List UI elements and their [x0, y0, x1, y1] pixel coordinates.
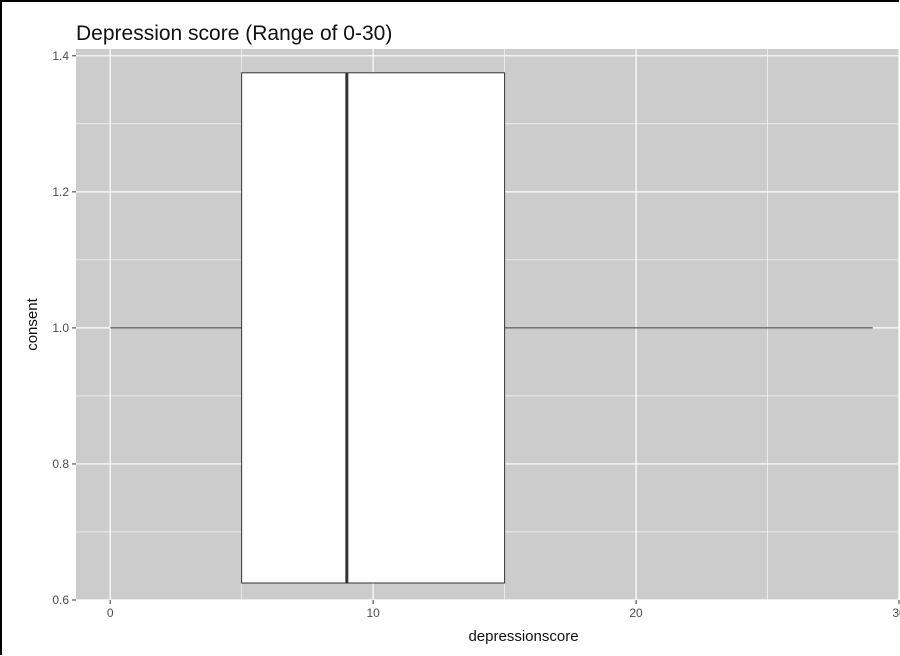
y-tick-label: 1.2 [52, 185, 69, 199]
box-iqr [242, 73, 505, 583]
x-tick-label: 20 [629, 606, 643, 620]
y-tick-label: 0.6 [52, 593, 69, 607]
x-tick-label: 0 [107, 606, 114, 620]
x-tick-label: 10 [366, 606, 380, 620]
x-tick-label: 30 [892, 606, 900, 620]
chart-title: Depression score (Range of 0-30) [76, 22, 392, 45]
x-axis-ticks: 0 10 20 30 [107, 600, 900, 620]
y-tick-label: 0.8 [52, 457, 69, 471]
x-axis-title: depressionscore [468, 628, 578, 645]
y-tick-label: 1.4 [52, 49, 69, 63]
y-axis-ticks: 0.6 0.8 1.0 1.2 1.4 [52, 49, 76, 607]
y-axis-title: consent [24, 297, 41, 350]
y-tick-label: 1.0 [52, 321, 69, 335]
